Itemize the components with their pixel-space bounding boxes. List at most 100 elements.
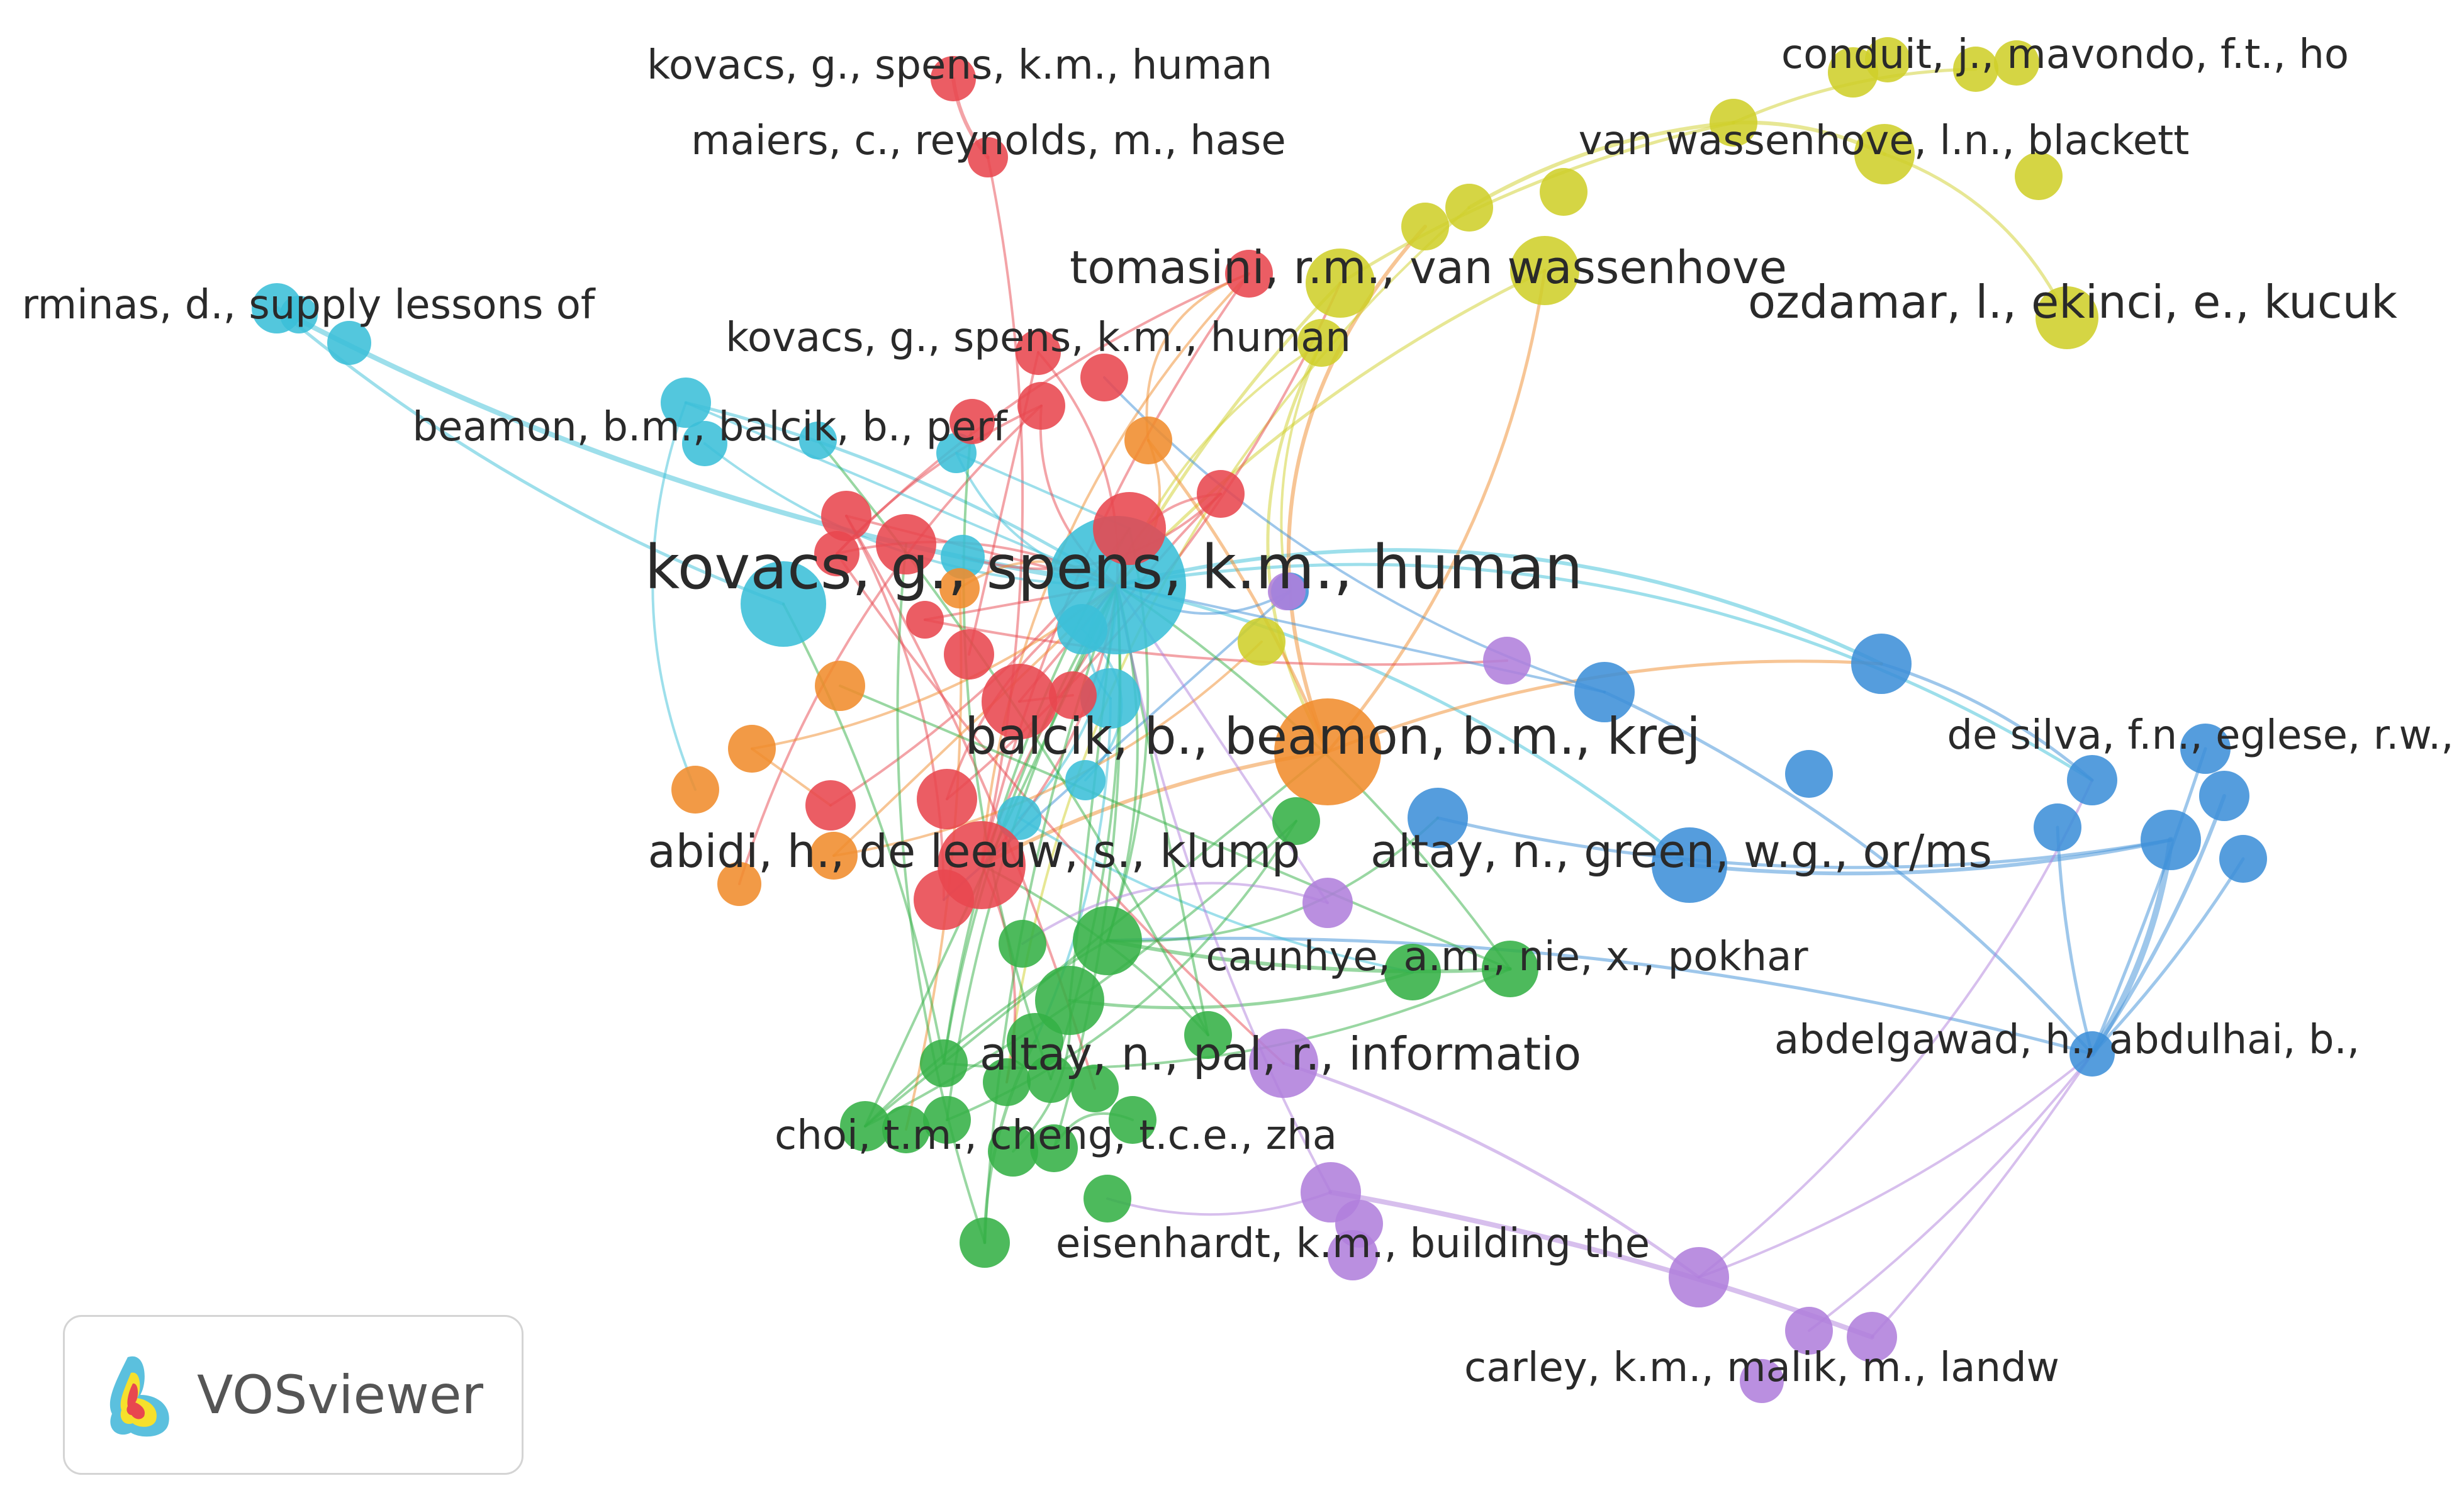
node-bubble-green[interactable] xyxy=(1071,1065,1119,1112)
node-bubble-cyan[interactable] xyxy=(741,561,826,647)
node-bubble-yellow[interactable] xyxy=(2015,152,2063,200)
node-bubble-red[interactable] xyxy=(1197,470,1245,518)
node-bubble-blue[interactable] xyxy=(1574,662,1635,722)
node-bubble-blue[interactable] xyxy=(1785,750,1833,798)
node-bubble-red[interactable] xyxy=(876,514,936,574)
node-bubble-yellow[interactable] xyxy=(1445,184,1493,232)
node-label-maiers[interactable]: maiers, c., reynolds, m., hase xyxy=(691,118,1285,164)
node-label-de-silva[interactable]: de silva, f.n., eglese, r.w., xyxy=(1947,712,2453,759)
node-bubble-red[interactable] xyxy=(1080,354,1128,401)
node-bubble-blue[interactable] xyxy=(2219,835,2267,883)
node-bubble-yellow[interactable] xyxy=(1953,47,1998,92)
node-bubble-purple[interactable] xyxy=(1740,1359,1784,1403)
node-bubble-green[interactable] xyxy=(1482,941,1538,997)
node-bubble-orange[interactable] xyxy=(671,766,719,814)
node-bubble-orange[interactable] xyxy=(810,832,858,880)
node-label-tomasini[interactable]: tomasini, r.m., van wassenhove xyxy=(1070,241,1787,294)
node-bubble-red[interactable] xyxy=(1093,492,1166,565)
node-bubble-blue[interactable] xyxy=(2180,724,2231,774)
node-bubble-red[interactable] xyxy=(821,491,871,541)
node-bubble-green[interactable] xyxy=(1084,1175,1131,1222)
node-bubble-green[interactable] xyxy=(1109,1096,1156,1144)
node-bubble-green[interactable] xyxy=(840,1101,890,1151)
node-bubble-red[interactable] xyxy=(1017,382,1065,430)
node-bubble-red[interactable] xyxy=(944,629,994,680)
node-bubble-cyan[interactable] xyxy=(1065,760,1106,800)
node-label-kovacs-spens-main[interactable]: kovacs, g., spens, k.m., human xyxy=(645,532,1583,603)
node-bubble-green[interactable] xyxy=(988,1126,1038,1177)
node-label-eisenhardt[interactable]: eisenhardt, k.m., building the xyxy=(1056,1221,1650,1267)
node-bubble-cyan[interactable] xyxy=(997,796,1041,840)
node-bubble-green[interactable] xyxy=(1272,797,1320,845)
node-bubble-blue[interactable] xyxy=(2141,810,2201,870)
node-bubble-red[interactable] xyxy=(1225,250,1273,298)
node-bubble-orange[interactable] xyxy=(939,568,980,608)
node-bubble-blue[interactable] xyxy=(1851,634,1912,694)
node-label-kovacs-spens-mid[interactable]: kovacs, g., spens, k.m., human xyxy=(725,315,1351,361)
node-label-abidi-de-leeuw[interactable]: abidi, h., de leeuw, s., klump xyxy=(648,825,1301,878)
node-bubble-red[interactable] xyxy=(1049,671,1097,719)
node-bubble-green[interactable] xyxy=(1073,906,1142,975)
node-bubble-red[interactable] xyxy=(968,137,1008,177)
node-bubble-green[interactable] xyxy=(1384,944,1441,1000)
node-bubble-cyan[interactable] xyxy=(327,321,371,365)
node-label-carley[interactable]: carley, k.m., malik, m., landw xyxy=(1464,1345,2059,1391)
node-bubble-red[interactable] xyxy=(917,769,977,829)
node-bubble-yellow[interactable] xyxy=(1306,249,1375,318)
node-bubble-cyan[interactable] xyxy=(1057,604,1107,654)
node-bubble-cyan[interactable] xyxy=(799,422,837,459)
node-label-caunhye[interactable]: caunhye, a.m., nie, x., pokhar xyxy=(1206,934,1808,980)
node-bubble-yellow[interactable] xyxy=(1854,124,1915,184)
node-bubble-purple[interactable] xyxy=(1483,637,1531,685)
node-bubble-yellow[interactable] xyxy=(1238,618,1285,666)
node-bubble-orange[interactable] xyxy=(1274,698,1381,805)
node-label-beamon-balcik[interactable]: beamon, b.m., balcik, b., perf xyxy=(412,404,1008,450)
node-label-kovacs-spens-top[interactable]: kovacs, g., spens, k.m., human xyxy=(647,42,1272,89)
node-bubble-cyan[interactable] xyxy=(941,535,985,579)
node-bubble-red[interactable] xyxy=(1016,330,1061,375)
node-bubble-orange[interactable] xyxy=(728,725,776,773)
node-bubble-red[interactable] xyxy=(805,780,856,831)
node-bubble-red[interactable] xyxy=(931,56,976,101)
node-bubble-purple[interactable] xyxy=(1847,1312,1897,1362)
node-bubble-purple[interactable] xyxy=(1249,1029,1318,1098)
node-label-rminas[interactable]: rminas, d., supply lessons of xyxy=(22,282,596,328)
node-bubble-yellow[interactable] xyxy=(1710,99,1757,147)
node-bubble-orange[interactable] xyxy=(1124,417,1172,464)
node-bubble-purple[interactable] xyxy=(1302,878,1353,928)
node-label-abdelgawad[interactable]: abdelgawad, h., abdulhai, b., xyxy=(1774,1017,2360,1063)
node-bubble-purple[interactable] xyxy=(1669,1247,1729,1307)
node-bubble-yellow[interactable] xyxy=(1297,319,1345,367)
node-bubble-red[interactable] xyxy=(906,601,944,639)
node-bubble-blue[interactable] xyxy=(2034,803,2081,851)
node-bubble-blue[interactable] xyxy=(1652,827,1727,903)
node-bubble-red[interactable] xyxy=(814,531,860,576)
node-bubble-orange[interactable] xyxy=(815,661,865,711)
node-bubble-blue[interactable] xyxy=(2199,771,2249,821)
node-bubble-blue[interactable] xyxy=(2067,755,2117,805)
node-bubble-yellow[interactable] xyxy=(1510,236,1579,305)
node-bubble-cyan[interactable] xyxy=(661,378,711,428)
node-label-altay-green[interactable]: altay, n., green, w.g., or/ms xyxy=(1370,825,1992,878)
node-bubble-green[interactable] xyxy=(1030,1124,1078,1172)
node-bubble-purple[interactable] xyxy=(1785,1307,1833,1355)
node-bubble-yellow[interactable] xyxy=(1994,40,2039,86)
node-bubble-purple[interactable] xyxy=(1328,1230,1378,1280)
node-bubble-cyan[interactable] xyxy=(280,296,318,333)
node-bubble-green[interactable] xyxy=(882,1105,930,1153)
node-bubble-green[interactable] xyxy=(1027,1055,1075,1103)
node-bubble-orange[interactable] xyxy=(717,862,761,906)
node-bubble-green[interactable] xyxy=(1184,1011,1232,1059)
node-bubble-red[interactable] xyxy=(982,664,1057,739)
node-bubble-red[interactable] xyxy=(949,399,995,444)
node-bubble-blue[interactable] xyxy=(2069,1031,2115,1077)
node-label-altay-pal[interactable]: altay, n., pal, r., informatio xyxy=(980,1027,1581,1080)
node-label-conduit[interactable]: conduit, j., mavondo, f.t., ho xyxy=(1781,31,2349,78)
node-bubble-green[interactable] xyxy=(920,1039,968,1087)
node-label-choi[interactable]: choi, t.m., cheng, t.c.e., zha xyxy=(775,1112,1337,1159)
node-label-balcik-beamon[interactable]: balcik, b., beamon, b.m., krej xyxy=(965,707,1700,766)
node-bubble-yellow[interactable] xyxy=(1401,203,1449,250)
node-bubble-yellow[interactable] xyxy=(1865,37,1910,82)
node-bubble-green[interactable] xyxy=(923,1096,971,1144)
node-bubble-yellow[interactable] xyxy=(2036,286,2098,349)
